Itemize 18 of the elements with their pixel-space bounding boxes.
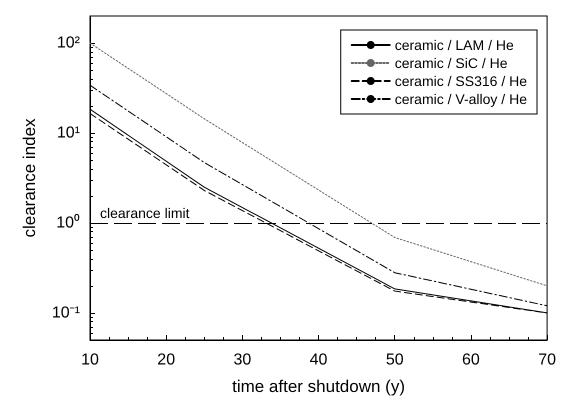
legend-label: ceramic / LAM / He <box>394 37 514 53</box>
ref-line-label: clearance limit <box>100 204 190 221</box>
x-tick-label: 50 <box>386 352 404 368</box>
y-tick-label: 10⁰ <box>56 213 80 232</box>
x-axis-title: time after shutdown (y) <box>232 377 406 396</box>
legend-label: ceramic / V-alloy / He <box>394 91 528 107</box>
x-tick-label: 20 <box>157 352 176 368</box>
x-tick-label: 40 <box>310 352 328 368</box>
y-tick-label: 10² <box>56 34 81 52</box>
x-tick-label: 30 <box>233 352 252 368</box>
y-tick-label: 10¹ <box>56 124 80 142</box>
legend-label: ceramic / SiC / He <box>394 55 508 71</box>
legend-label: ceramic / SS316 / He <box>394 73 528 89</box>
y-tick-label: 10⁻¹ <box>52 304 80 322</box>
x-tick-label: 60 <box>462 352 480 368</box>
y-axis-title: clearance index <box>20 118 39 238</box>
x-tick-label: 70 <box>538 352 556 368</box>
x-tick-label: 10 <box>81 352 99 368</box>
